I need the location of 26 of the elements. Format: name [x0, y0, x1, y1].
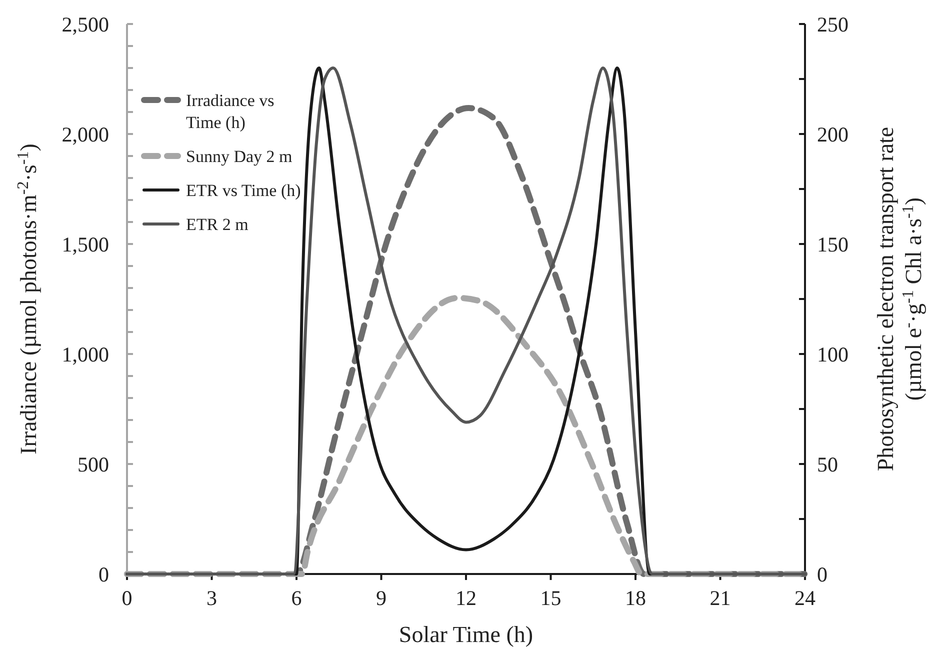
y2-tick-label: 100	[817, 342, 848, 366]
legend-label: Sunny Day 2 m	[186, 146, 292, 166]
y-tick-label: 2,000	[62, 122, 109, 146]
y2-tick-label: 200	[817, 122, 848, 146]
x-axis-title: Solar Time (h)	[398, 622, 534, 647]
x-tick-label: 12	[456, 586, 476, 610]
y2-tick-label: 0	[817, 562, 828, 586]
x-tick-label: 18	[625, 586, 646, 610]
x-tick-label: 21	[710, 586, 731, 610]
y-tick-label: 1,500	[62, 232, 109, 256]
x-tick-label: 15	[540, 586, 562, 610]
legend-label: Irradiance vs Time (h)	[186, 90, 274, 132]
legend-label: ETR 2 m	[186, 214, 248, 234]
x-tick-label: 3	[206, 586, 217, 610]
y-tick-label: 0	[98, 562, 109, 586]
y2-tick-label: 150	[817, 232, 848, 256]
x-tick-label: 0	[122, 586, 132, 610]
y2-tick-label: 50	[817, 452, 838, 476]
legend-label: ETR vs Time (h)	[186, 180, 301, 200]
x-tick-label: 6	[291, 586, 302, 610]
y-tick-label: 1,000	[62, 342, 109, 366]
y-tick-label: 2,500	[62, 12, 109, 36]
y2-tick-label: 250	[817, 12, 848, 36]
y-tick-label: 500	[78, 452, 109, 476]
x-tick-label: 24	[794, 586, 816, 610]
x-tick-label: 9	[376, 586, 386, 610]
